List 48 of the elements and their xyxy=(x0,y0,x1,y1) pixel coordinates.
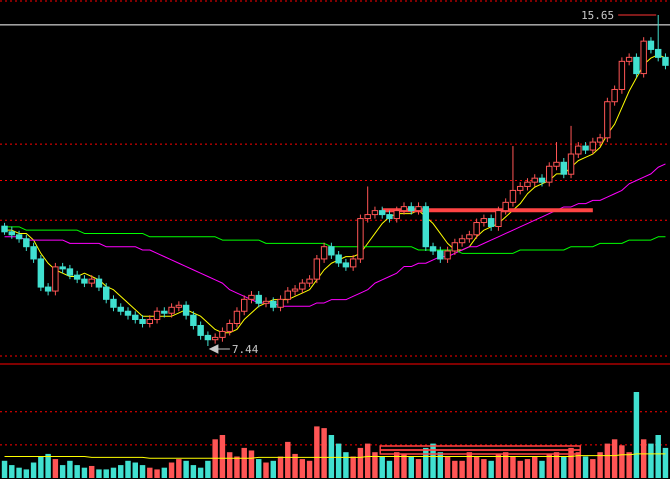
bar xyxy=(96,469,102,478)
bar xyxy=(132,462,138,478)
bar xyxy=(263,462,269,478)
candlestick xyxy=(633,52,640,78)
bar xyxy=(125,460,131,478)
candlestick xyxy=(256,290,262,308)
bar xyxy=(546,454,552,478)
bar xyxy=(118,465,124,478)
candlestick xyxy=(538,174,546,187)
bar xyxy=(532,456,538,478)
bar xyxy=(634,392,640,478)
bar xyxy=(147,468,153,478)
candlestick xyxy=(262,296,270,308)
candlestick xyxy=(415,202,422,216)
candlestick xyxy=(560,157,568,179)
bar xyxy=(561,456,567,478)
bar xyxy=(321,428,327,478)
annotation: 7.44 xyxy=(232,343,259,356)
bar xyxy=(582,456,588,478)
bar xyxy=(103,469,109,478)
bar xyxy=(140,465,146,478)
bar xyxy=(328,435,334,478)
bar xyxy=(539,460,545,478)
annotation: 15.65 xyxy=(581,9,614,22)
bar xyxy=(88,466,94,478)
bar xyxy=(162,468,168,478)
bar xyxy=(408,456,414,478)
candlestick xyxy=(582,142,589,155)
candlestick xyxy=(270,296,276,312)
bar xyxy=(270,460,276,478)
bar xyxy=(648,444,654,478)
bar xyxy=(52,459,58,478)
bar xyxy=(154,469,160,478)
bar xyxy=(488,460,494,478)
bar xyxy=(496,454,502,478)
bar xyxy=(590,459,596,478)
candlestick xyxy=(408,202,414,216)
candlestick xyxy=(88,274,95,288)
bar xyxy=(241,448,247,478)
bar xyxy=(256,459,262,478)
bar xyxy=(394,452,400,478)
bar xyxy=(416,459,422,478)
candlestick xyxy=(488,214,494,232)
bar xyxy=(110,468,116,478)
candlestick xyxy=(161,306,168,318)
bar xyxy=(640,439,646,478)
bar xyxy=(45,454,51,478)
bar xyxy=(626,452,632,478)
